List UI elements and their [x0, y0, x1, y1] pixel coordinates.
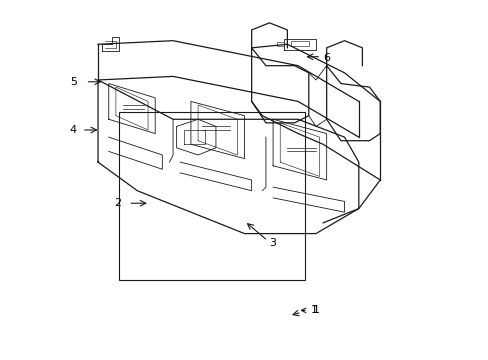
Text: 6: 6	[323, 53, 329, 63]
Text: 2: 2	[114, 198, 121, 208]
Text: 3: 3	[269, 238, 276, 248]
Text: 5: 5	[70, 77, 77, 87]
Bar	[119, 112, 305, 280]
Text: 4: 4	[69, 125, 77, 135]
Text: 1: 1	[301, 305, 317, 315]
Text: 1: 1	[312, 305, 319, 315]
